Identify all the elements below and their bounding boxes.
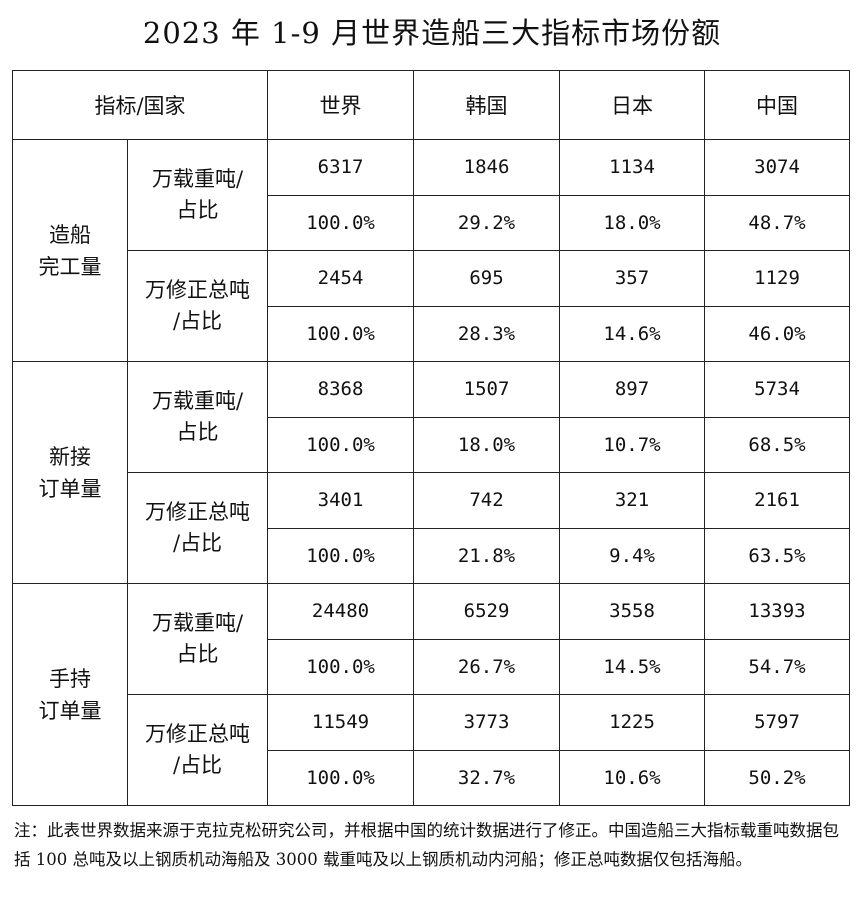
metric-unit-label: 万修正总吨/占比 xyxy=(126,250,269,362)
metric-unit-label: 万载重吨/占比 xyxy=(126,361,269,473)
cell-china-value: 2161 xyxy=(704,472,851,529)
table-row: 新接 订单量 万载重吨/占比 8368 1507 897 5734 xyxy=(12,361,851,584)
cell-world-share: 100.0% xyxy=(267,638,415,695)
cell-japan-share: 10.7% xyxy=(559,416,706,473)
metric-unit-line: 占比 xyxy=(176,420,219,444)
header-indicator-country: 指标/国家 xyxy=(11,70,269,140)
cell-world-share: 100.0% xyxy=(267,416,415,473)
cell-japan-value: 1225 xyxy=(559,694,706,751)
cell-korea-value: 1846 xyxy=(413,139,561,196)
cell-japan-share: 14.6% xyxy=(559,305,706,362)
table-note: 注：此表世界数据来源于克拉克松研究公司，并根据中国的统计数据进行了修正。中国造船… xyxy=(14,821,839,869)
table-row: 100.0% 18.0% 10.7% 68.5% xyxy=(13,416,851,473)
cell-world-share: 100.0% xyxy=(267,527,415,584)
cell-china-value: 5734 xyxy=(704,361,851,418)
cell-world-value: 2454 xyxy=(267,250,415,307)
cell-japan-share: 10.6% xyxy=(559,749,706,806)
table-row: 万修正总吨/占比 11549 3773 1225 5797 xyxy=(13,694,851,806)
cell-japan-value: 357 xyxy=(559,250,706,307)
cell-world-value: 11549 xyxy=(267,694,415,751)
table-row: 100.0% 21.8% 9.4% 63.5% xyxy=(13,527,851,584)
group-label-line: 造船 xyxy=(49,222,91,247)
group-label-line: 手持 xyxy=(49,666,91,691)
cell-world-value: 3401 xyxy=(267,472,415,529)
cell-china-value: 1129 xyxy=(704,250,851,307)
table-row: 100.0% 32.7% 10.6% 50.2% xyxy=(13,749,851,806)
header-world: 世界 xyxy=(267,70,415,140)
metric-unit-label: 万载重吨/占比 xyxy=(126,583,269,695)
cell-world-share: 100.0% xyxy=(267,305,415,362)
cell-korea-value: 695 xyxy=(413,250,561,307)
metric-unit-line: 万修正总吨 xyxy=(145,722,250,746)
metric-unit-line: /占比 xyxy=(172,753,223,777)
table-row: 手持 订单量 万载重吨/占比 24480 6529 3558 13393 xyxy=(12,583,851,806)
metric-unit-line: /占比 xyxy=(172,309,223,333)
table-row: 100.0% 28.3% 14.6% 46.0% xyxy=(13,305,851,362)
metric-unit-line: 万载重吨/ xyxy=(151,611,244,635)
group-label-line: 完工量 xyxy=(38,254,102,279)
cell-world-share: 100.0% xyxy=(267,749,415,806)
cell-japan-value: 321 xyxy=(559,472,706,529)
cell-china-share: 48.7% xyxy=(704,194,851,251)
cell-korea-value: 742 xyxy=(413,472,561,529)
market-share-table: 指标/国家 世界 韩国 日本 中国 造船 完工量 万载重吨/占比 6317 1846 11… xyxy=(11,70,851,806)
cell-korea-share: 21.8% xyxy=(413,527,561,584)
table-row: 100.0% 26.7% 14.5% 54.7% xyxy=(13,638,851,695)
cell-world-value: 6317 xyxy=(267,139,415,196)
metric-unit-line: 占比 xyxy=(176,198,219,222)
group-label: 手持 订单量 xyxy=(12,583,128,806)
cell-china-share: 68.5% xyxy=(704,416,851,473)
cell-china-value: 3074 xyxy=(704,139,851,196)
cell-japan-share: 14.5% xyxy=(559,638,706,695)
cell-korea-share: 26.7% xyxy=(413,638,561,695)
header-japan: 日本 xyxy=(559,70,706,140)
header-row: 指标/国家 世界 韩国 日本 中国 xyxy=(11,70,851,140)
metric-unit-label: 万修正总吨/占比 xyxy=(126,472,269,584)
cell-china-share: 63.5% xyxy=(704,527,851,584)
metric-unit-line: 万修正总吨 xyxy=(145,278,250,302)
group-label-line: 订单量 xyxy=(38,476,102,501)
cell-japan-share: 18.0% xyxy=(559,194,706,251)
table-row: 造船 完工量 万载重吨/占比 6317 1846 1134 3074 xyxy=(12,139,851,362)
cell-world-share: 100.0% xyxy=(267,194,415,251)
cell-korea-value: 1507 xyxy=(413,361,561,418)
cell-korea-value: 6529 xyxy=(413,583,561,640)
cell-china-share: 50.2% xyxy=(704,749,851,806)
cell-korea-value: 3773 xyxy=(413,694,561,751)
cell-china-value: 13393 xyxy=(704,583,851,640)
cell-china-share: 46.0% xyxy=(704,305,851,362)
metric-unit-line: 万载重吨/ xyxy=(151,167,244,191)
cell-japan-share: 9.4% xyxy=(559,527,706,584)
header-korea: 韩国 xyxy=(413,70,561,140)
group-label-line: 订单量 xyxy=(38,698,102,723)
cell-korea-share: 18.0% xyxy=(413,416,561,473)
metric-unit-line: /占比 xyxy=(172,531,223,555)
table-row: 万修正总吨/占比 2454 695 357 1129 xyxy=(13,250,851,362)
cell-japan-value: 1134 xyxy=(559,139,706,196)
cell-korea-share: 29.2% xyxy=(413,194,561,251)
cell-world-value: 8368 xyxy=(267,361,415,418)
cell-japan-value: 897 xyxy=(559,361,706,418)
table-row: 100.0% 29.2% 18.0% 48.7% xyxy=(13,194,851,251)
group-label: 造船 完工量 xyxy=(12,139,128,362)
cell-china-share: 54.7% xyxy=(704,638,851,695)
table-row: 万修正总吨/占比 3401 742 321 2161 xyxy=(13,472,851,584)
cell-china-value: 5797 xyxy=(704,694,851,751)
group-label-line: 新接 xyxy=(49,444,91,469)
metric-unit-label: 万修正总吨/占比 xyxy=(126,694,269,806)
table-title: 2023 年 1-9 月世界造船三大指标市场份额 xyxy=(142,16,722,50)
metric-unit-line: 万载重吨/ xyxy=(151,389,244,413)
metric-unit-line: 占比 xyxy=(176,642,219,666)
group-label: 新接 订单量 xyxy=(12,361,128,584)
metric-unit-line: 万修正总吨 xyxy=(145,500,250,524)
cell-world-value: 24480 xyxy=(267,583,415,640)
header-china: 中国 xyxy=(704,70,851,140)
cell-korea-share: 28.3% xyxy=(413,305,561,362)
cell-korea-share: 32.7% xyxy=(413,749,561,806)
cell-japan-value: 3558 xyxy=(559,583,706,640)
metric-unit-label: 万载重吨/占比 xyxy=(126,139,269,251)
